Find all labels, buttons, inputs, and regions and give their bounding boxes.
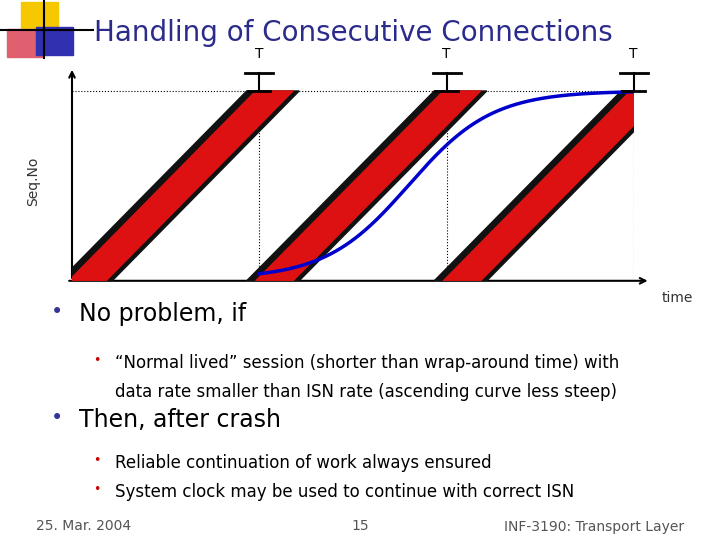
Text: Seq.No: Seq.No <box>26 156 40 206</box>
Text: data rate smaller than ISN rate (ascending curve less steep): data rate smaller than ISN rate (ascendi… <box>115 383 617 401</box>
Bar <box>35 28 73 55</box>
Text: •: • <box>94 454 101 467</box>
Text: Handling of Consecutive Connections: Handling of Consecutive Connections <box>94 19 612 46</box>
Text: T: T <box>255 47 264 61</box>
Text: time: time <box>662 291 693 305</box>
Polygon shape <box>256 91 480 281</box>
Text: T: T <box>629 47 638 61</box>
Polygon shape <box>247 91 487 281</box>
Bar <box>21 2 58 31</box>
Bar <box>7 29 43 57</box>
Text: 25. Mar. 2004: 25. Mar. 2004 <box>36 519 131 534</box>
Text: T: T <box>442 47 451 61</box>
Polygon shape <box>60 91 300 281</box>
Text: 15: 15 <box>351 519 369 534</box>
Polygon shape <box>434 91 674 281</box>
Text: “Normal lived” session (shorter than wrap-around time) with: “Normal lived” session (shorter than wra… <box>115 354 619 372</box>
Text: •: • <box>50 302 63 322</box>
Text: •: • <box>94 483 101 496</box>
Text: Then, after crash: Then, after crash <box>79 408 282 431</box>
Text: •: • <box>94 354 101 367</box>
Text: System clock may be used to continue with correct ISN: System clock may be used to continue wit… <box>115 483 575 501</box>
Text: INF-3190: Transport Layer: INF-3190: Transport Layer <box>504 519 684 534</box>
Text: •: • <box>50 408 63 428</box>
Text: No problem, if: No problem, if <box>79 302 246 326</box>
Polygon shape <box>69 91 293 281</box>
Text: Reliable continuation of work always ensured: Reliable continuation of work always ens… <box>115 454 492 471</box>
Polygon shape <box>444 91 667 281</box>
